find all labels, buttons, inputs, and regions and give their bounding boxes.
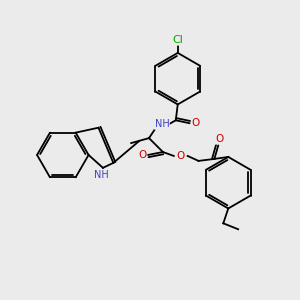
Text: NH: NH bbox=[94, 170, 108, 180]
Text: O: O bbox=[215, 134, 224, 144]
Text: O: O bbox=[191, 118, 200, 128]
Text: Cl: Cl bbox=[172, 35, 183, 45]
Text: NH: NH bbox=[154, 119, 169, 129]
Text: O: O bbox=[177, 151, 185, 161]
Text: O: O bbox=[138, 150, 146, 160]
